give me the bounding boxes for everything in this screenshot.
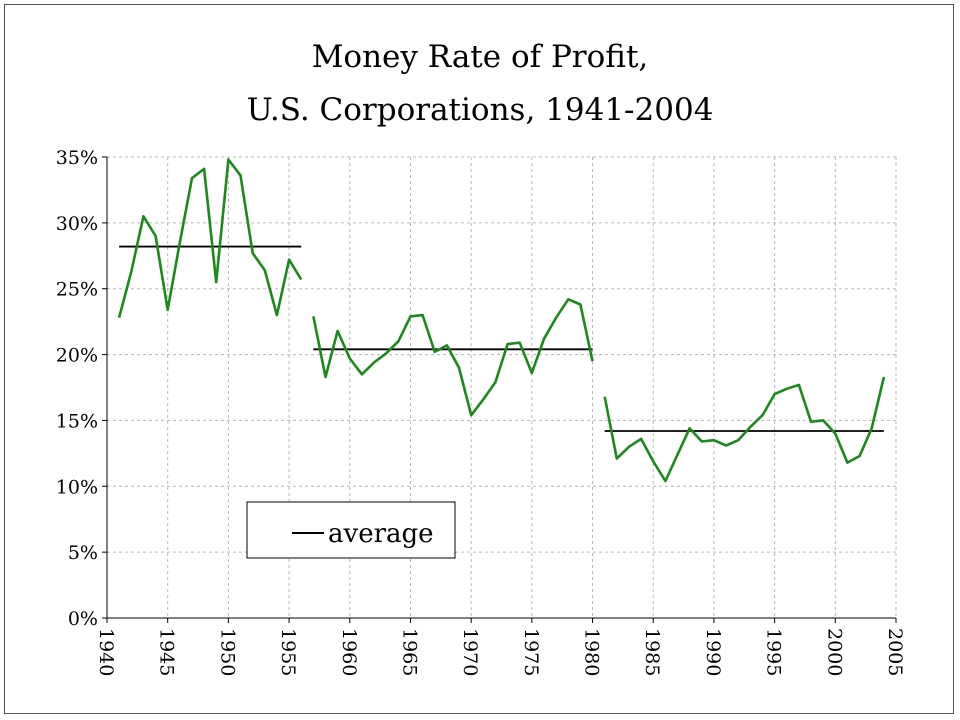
y-tick-label: 20% <box>56 345 98 367</box>
legend-label-average: average <box>328 519 434 549</box>
series-line-period-2 <box>312 297 594 417</box>
average-lines <box>119 245 884 432</box>
x-tick-label: 1960 <box>338 628 360 676</box>
grid-layer <box>107 156 897 618</box>
x-tick-label: 2000 <box>823 628 845 676</box>
legend: average <box>246 501 456 559</box>
x-tick-label: 1995 <box>763 628 785 676</box>
x-tick-label: 1950 <box>216 628 238 676</box>
y-tick-label: 30% <box>56 213 98 235</box>
chart-title-line-1: Money Rate of Profit, <box>312 39 649 75</box>
x-tick-label: 1940 <box>95 628 117 676</box>
chart-frame: Money Rate of Profit, U.S. Corporations,… <box>4 4 954 714</box>
legend-box <box>246 501 456 559</box>
x-tick-label: 1985 <box>641 628 663 676</box>
y-tick-label: 0% <box>68 608 98 630</box>
x-tick-label: 1980 <box>581 628 603 676</box>
x-tick-label: 2005 <box>884 628 906 676</box>
y-tick-label: 35% <box>56 147 98 169</box>
chart-title-line-2: U.S. Corporations, 1941-2004 <box>247 92 714 128</box>
x-tick-label: 1965 <box>398 628 420 676</box>
series-line-period-1 <box>117 158 303 319</box>
chart-svg: Money Rate of Profit, U.S. Corporations,… <box>56 39 906 676</box>
x-tick-label: 1990 <box>702 628 724 676</box>
x-tick-label: 1970 <box>459 628 481 676</box>
chart-title: Money Rate of Profit, U.S. Corporations,… <box>247 39 714 128</box>
x-tick-label: 1975 <box>520 628 542 676</box>
y-tick-label: 25% <box>56 279 98 301</box>
y-tick-label: 10% <box>56 476 98 498</box>
x-tick-label: 1955 <box>277 628 299 676</box>
series-line-period-3 <box>603 376 886 483</box>
series-lines <box>117 158 886 483</box>
axis-layer: 0% 5% 10% 15% 20% 25% 30% 35% 1940 1945 1950 1955 19… <box>56 147 906 676</box>
y-tick-label: 15% <box>56 410 98 432</box>
y-tick-label: 5% <box>68 542 98 564</box>
x-tick-label: 1945 <box>156 628 178 676</box>
